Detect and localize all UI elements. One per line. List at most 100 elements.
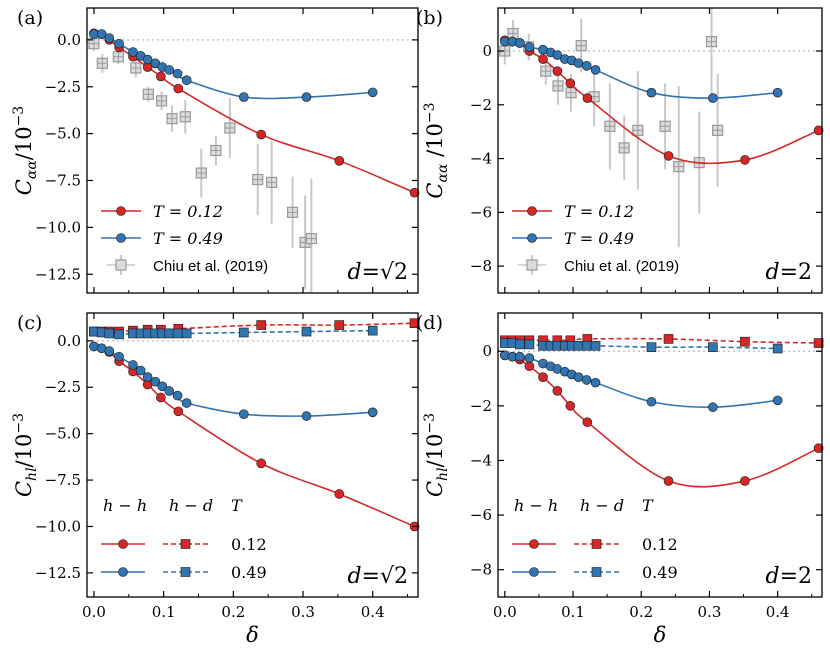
data-point [590,377,601,388]
data-point [590,340,601,351]
data-point [238,92,249,102]
data-point [581,61,592,71]
data-point [581,375,592,385]
data-point [367,407,378,418]
x-tick-label: 0.0 [82,603,106,621]
y-tick-label: −8 [470,561,492,579]
data-point [96,29,107,39]
data-point [238,409,249,419]
y-label-exp: −3 [11,106,27,127]
legend: T = 0.12 T = 0.49 Chiu et al. (2019) [512,202,679,275]
x-tick-label: 0.3 [291,603,315,621]
panel-label: (b) [416,7,443,29]
y-tick-label: 0 [482,42,492,60]
panel-label: (a) [17,7,43,29]
panel-label: (d) [416,312,443,334]
distance-annotation: d=√2 [347,564,408,589]
data-point [552,50,563,60]
y-label-exp: −3 [422,102,438,123]
panel-a: 0.0 −2.5 −5.0 −7.5 −10.0 −12.5 (a) Cαα/10−3 d=√2… [11,7,420,294]
data-point [135,365,146,376]
data-point [142,372,153,382]
data-point [573,340,584,351]
data-point [238,327,249,338]
data-point [301,326,312,337]
data-point [367,87,378,98]
data-point [128,47,138,57]
legend-header: h − d [580,496,624,515]
y-label-main: C [423,182,447,198]
x-axis-label: δ [246,623,259,647]
legend-value: 0.49 [642,563,678,582]
legend-marker [527,206,537,216]
legend-header: h − h [103,496,147,515]
x-tick-label: 0.2 [629,603,653,621]
y-label-exp: −3 [422,413,438,434]
data-point [524,339,535,350]
data-point [581,340,592,351]
panel-c: 0.0 0.1 0.2 0.3 0.4 0.0 −2.5 −5.0 −7.5 −10.0 −12.5… [11,312,420,647]
legend-marker [529,567,539,577]
y-label-main: C [12,179,36,195]
data-point [114,351,124,362]
y-label-sub: hl [435,467,451,481]
y-label-sub: αα [435,163,451,182]
y-label-tail: /10 [12,434,36,468]
data-point [708,342,718,352]
y-tick-label: 0 [482,342,492,360]
y-tick-label: −6 [470,203,492,221]
annotation-value: 2 [798,260,812,285]
annotation-d: d [765,260,779,285]
x-tick-label: 0.3 [698,603,722,621]
annotation-eq: = [780,260,798,285]
data-point [663,476,674,486]
data-point [114,38,124,49]
data-point [740,155,750,165]
legend-value: 0.49 [231,563,267,582]
y-tick-label: −8 [470,257,492,275]
panel-label: (c) [17,312,42,334]
data-point [646,342,657,352]
series-line [93,345,373,417]
data-point [172,68,183,79]
y-axis-label: Chl/10−3 [11,413,40,497]
data-point [552,386,563,396]
x-tick-label: 0.0 [493,603,517,621]
data-point [173,406,184,417]
y-tick-label: −2 [470,96,492,114]
y-axis-label: Chl/10−3 [422,413,451,497]
data-point [663,334,674,344]
data-point [301,92,312,102]
legend: T = 0.12 T = 0.49 Chiu et al. (2019) [101,202,268,275]
panel-b: 0 −2 −4 −6 −8 (b) Cαα /10−3 d=2 T = 0.12 T = 0.49… [416,7,824,294]
data-point [582,93,593,103]
legend-marker [527,233,537,243]
annotation-value: 2 [798,564,812,589]
legend-header: T [642,496,654,515]
y-tick-label: −5.0 [45,125,81,143]
data-point [142,54,153,65]
axes-frame [86,312,419,598]
data-point [772,87,783,98]
data-point [256,458,267,469]
legend-label: T = 0.49 [153,229,223,248]
data-point [164,328,175,339]
data-point [256,129,267,140]
data-point [172,390,183,401]
y-axis-label: Cαα /10−3 [422,102,451,198]
y-tick-label: −7.5 [45,471,81,489]
data-point [515,351,525,362]
series-line [504,39,819,165]
data-point [538,54,548,64]
series-line [504,337,819,344]
data-point [164,65,175,75]
legend-label: Chiu et al. (2019) [153,258,268,275]
axes-frame [86,7,419,294]
data-point [538,372,548,382]
data-point [813,443,824,453]
y-axis-label: Cαα/10−3 [11,106,40,195]
data-point [301,411,312,421]
data-point [156,392,166,403]
data-point [128,360,138,370]
legend-marker [118,567,128,577]
